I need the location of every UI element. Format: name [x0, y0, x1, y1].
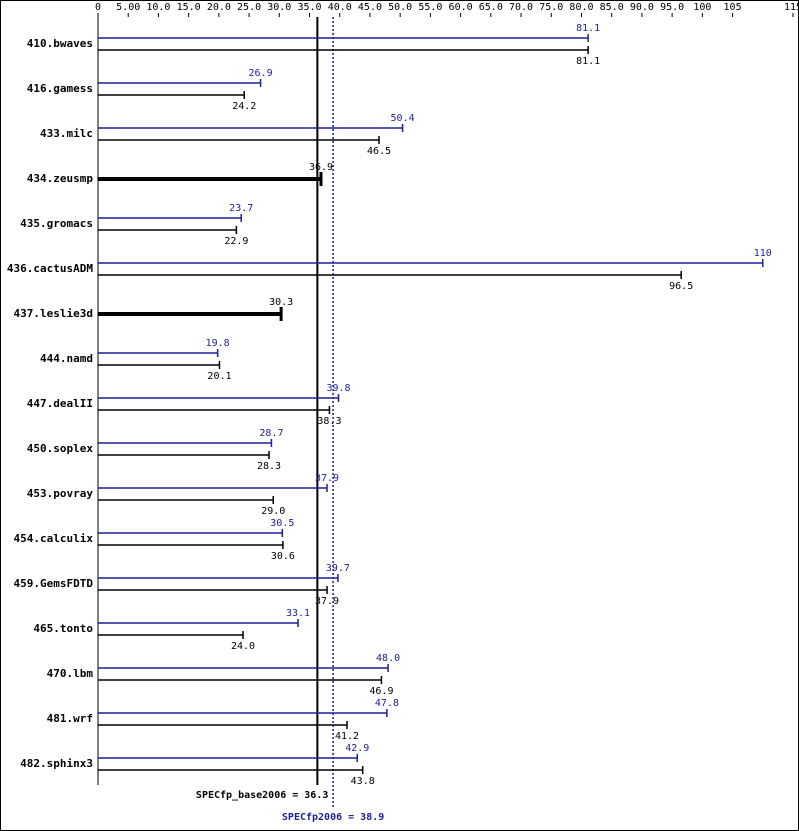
- x-tick-label: 50.0: [388, 2, 412, 13]
- category-label: 453.povray: [27, 487, 94, 500]
- category-label: 410.bwaves: [27, 37, 93, 50]
- value-label: 28.7: [259, 428, 283, 439]
- category-label: 435.gromacs: [20, 217, 93, 230]
- value-label: 37.9: [315, 473, 339, 484]
- x-tick-label: 20.0: [207, 2, 231, 13]
- value-label: 38.3: [317, 416, 341, 427]
- category-label: 416.gamess: [27, 82, 93, 95]
- x-tick-label: 85.0: [600, 2, 624, 13]
- value-label: 23.7: [229, 203, 253, 214]
- value-label: 48.0: [376, 653, 400, 664]
- x-tick-label: 0: [95, 2, 101, 13]
- x-tick-label: 25.0: [237, 2, 261, 13]
- value-label: 36.9: [309, 162, 333, 173]
- x-tick-label: 105: [724, 2, 742, 13]
- value-label: 19.8: [206, 338, 230, 349]
- x-tick-label: 45.0: [358, 2, 382, 13]
- value-label: 39.8: [326, 383, 350, 394]
- value-label: 39.7: [326, 563, 350, 574]
- category-label: 436.cactusADM: [7, 262, 93, 275]
- x-tick-label: 80.0: [569, 2, 593, 13]
- reference-label: SPECfp_base2006 = 36.3: [196, 790, 328, 801]
- value-label: 28.3: [257, 461, 281, 472]
- x-tick-label: 100: [693, 2, 711, 13]
- value-label: 47.8: [375, 698, 399, 709]
- x-tick-label: 40.0: [328, 2, 352, 13]
- value-label: 37.9: [315, 596, 339, 607]
- value-label: 46.5: [367, 146, 391, 157]
- value-label: 33.1: [286, 608, 310, 619]
- category-label: 447.dealII: [27, 397, 93, 410]
- x-tick-label: 5.00: [116, 2, 140, 13]
- x-tick-label: 10.0: [146, 2, 170, 13]
- category-label: 450.soplex: [27, 442, 94, 455]
- category-label: 459.GemsFDTD: [14, 577, 94, 590]
- value-label: 26.9: [249, 68, 273, 79]
- x-tick-label: 70.0: [509, 2, 533, 13]
- x-tick-label: 35.0: [297, 2, 321, 13]
- x-tick-label: 55.0: [418, 2, 442, 13]
- value-label: 22.9: [224, 236, 248, 247]
- x-tick-label: 95.0: [660, 2, 684, 13]
- value-label: 81.1: [576, 56, 600, 67]
- category-label: 444.namd: [40, 352, 93, 365]
- value-label: 29.0: [261, 506, 285, 517]
- x-tick-label: 15.0: [177, 2, 201, 13]
- category-label: 433.milc: [40, 127, 93, 140]
- category-label: 470.lbm: [47, 667, 94, 680]
- value-label: 81.1: [576, 23, 600, 34]
- category-label: 482.sphinx3: [20, 757, 93, 770]
- value-label: 24.0: [231, 641, 255, 652]
- category-label: 465.tonto: [33, 622, 93, 635]
- category-label: 437.leslie3d: [14, 307, 93, 320]
- x-tick-label: 90.0: [630, 2, 654, 13]
- value-label: 43.8: [351, 776, 375, 787]
- value-label: 30.5: [270, 518, 294, 529]
- reference-label: SPECfp2006 = 38.9: [282, 812, 384, 823]
- category-label: 454.calculix: [14, 532, 94, 545]
- value-label: 30.3: [269, 297, 293, 308]
- value-label: 50.4: [391, 113, 415, 124]
- category-label: 481.wrf: [47, 712, 93, 725]
- x-tick-label: 30.0: [267, 2, 291, 13]
- value-label: 24.2: [232, 101, 256, 112]
- value-label: 41.2: [335, 731, 359, 742]
- value-label: 110: [754, 248, 772, 259]
- value-label: 42.9: [345, 743, 369, 754]
- x-tick-label: 75.0: [539, 2, 563, 13]
- x-tick-label: 60.0: [449, 2, 473, 13]
- value-label: 30.6: [271, 551, 295, 562]
- x-tick-label: 115: [784, 2, 799, 13]
- value-label: 96.5: [669, 281, 693, 292]
- value-label: 46.9: [369, 686, 393, 697]
- x-tick-label: 65.0: [479, 2, 503, 13]
- value-label: 20.1: [207, 371, 231, 382]
- category-label: 434.zeusmp: [27, 172, 94, 185]
